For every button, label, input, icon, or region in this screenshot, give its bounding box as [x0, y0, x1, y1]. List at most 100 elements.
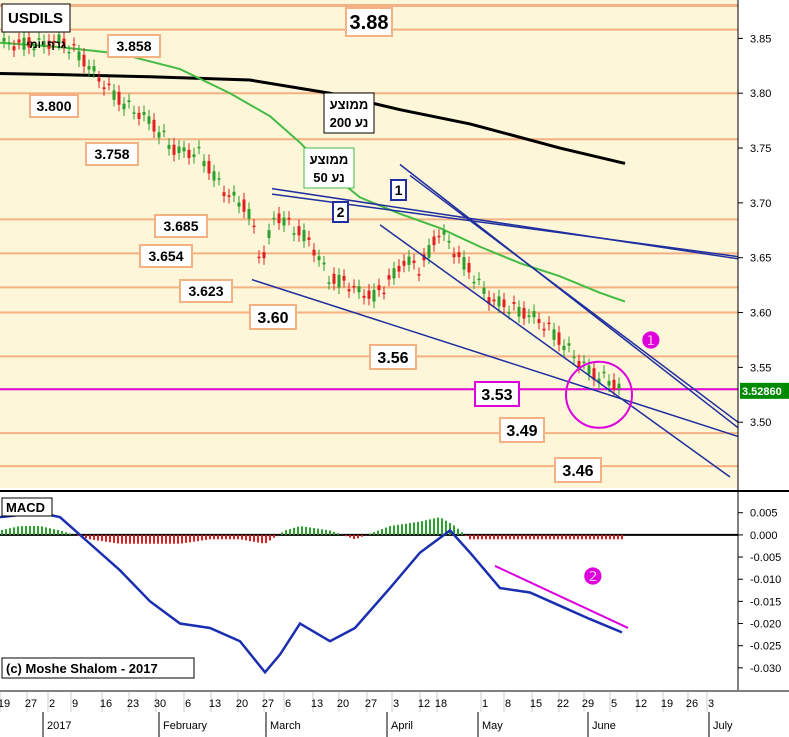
candle-body — [392, 268, 396, 279]
level-label: 3.88 — [350, 12, 389, 34]
candle-body — [177, 146, 181, 154]
candle-body — [592, 368, 596, 380]
x-month-label: May — [482, 720, 503, 732]
level-label: 3.685 — [163, 218, 198, 234]
candle-body — [337, 274, 341, 288]
candle-body — [252, 225, 256, 228]
x-day-label: 9 — [72, 698, 78, 710]
x-month-label: 2017 — [47, 720, 71, 732]
candle-body — [237, 202, 241, 207]
candle-body — [217, 178, 221, 180]
candle-body — [497, 296, 501, 307]
candle-body — [107, 83, 111, 86]
candle-body — [552, 329, 556, 340]
level-label-box — [107, 34, 161, 58]
x-day-label: 19 — [661, 698, 673, 710]
trendline-1-label-box — [390, 179, 407, 201]
candle-body — [562, 345, 566, 351]
candle-body — [157, 132, 161, 138]
candle-body — [417, 274, 421, 276]
y-tick-label: 3.80 — [750, 88, 771, 100]
x-day-label: 23 — [127, 698, 139, 710]
level-label-box — [474, 381, 520, 407]
candle-body — [37, 38, 41, 40]
candle-body — [52, 40, 56, 43]
trendline-1-label: 1 — [395, 182, 403, 198]
macd-title: MACD — [6, 500, 45, 515]
candle-body — [12, 46, 16, 51]
candle-body — [602, 371, 606, 374]
macd-title-box — [1, 497, 53, 517]
annotation-2: ❷ — [583, 564, 603, 589]
candle-body — [542, 328, 546, 331]
candle-body — [457, 252, 461, 258]
candle-body — [62, 38, 66, 47]
candle-body — [387, 275, 391, 280]
candle-body — [472, 281, 476, 284]
trendline-2-label: 2 — [337, 204, 345, 220]
candle-body — [402, 260, 406, 266]
candle-body — [92, 66, 96, 72]
trendline — [271, 193, 739, 258]
y-tick-label: 3.75 — [750, 143, 771, 155]
candle-body — [162, 130, 166, 133]
trendline — [399, 163, 739, 429]
candle-body — [612, 379, 616, 390]
y-tick-label: 3.70 — [750, 198, 771, 210]
candle-body — [7, 42, 11, 44]
candle-body — [372, 289, 376, 302]
candle-body — [222, 192, 226, 197]
trendline — [379, 224, 731, 478]
x-day-label: 12 — [418, 698, 430, 710]
macd-y-tick-label: -0.030 — [750, 663, 781, 675]
candle-body — [27, 37, 31, 48]
divergence-line — [494, 565, 629, 629]
candle-body — [227, 195, 231, 197]
y-axis-ticks: 3.85 3.80 3.75 3.70 3.65 3.60 3.55 3.50 0.005 0.0… — [738, 33, 789, 675]
level-label-box — [345, 7, 393, 37]
candle-body — [142, 112, 146, 115]
candle-body — [347, 289, 351, 292]
candle-body — [582, 361, 586, 364]
candle-body — [97, 77, 101, 82]
level-label-box — [154, 214, 208, 238]
y-tick-label: 3.50 — [750, 417, 771, 429]
level-label: 3.53 — [481, 387, 512, 404]
x-day-label: 27 — [262, 698, 274, 710]
candle-body — [262, 252, 266, 259]
candle-body — [192, 154, 196, 158]
candle-body — [522, 307, 526, 319]
candle-body — [277, 213, 281, 224]
x-day-label: 15 — [530, 698, 542, 710]
candle-body — [152, 119, 156, 132]
level-label: 3.46 — [562, 463, 593, 480]
x-day-label: 20 — [236, 698, 248, 710]
macd-y-tick-label: -0.005 — [750, 552, 781, 564]
x-month-label: April — [391, 720, 413, 732]
overlay-labels: 3.88 3.858 3.800 3.758 3.685 3.654 3.623 3.60 3.… — [1, 3, 661, 679]
candle-body — [572, 356, 576, 359]
candle-body — [357, 286, 361, 293]
candle-body — [577, 361, 581, 367]
x-day-label: 13 — [311, 698, 323, 710]
candle-body — [212, 171, 216, 181]
copyright-text: (c) Moshe Shalom - 2017 — [6, 661, 158, 676]
candle-body — [547, 322, 551, 325]
ma200-label-line1: ממוצע — [330, 97, 369, 112]
candle-body — [197, 146, 201, 149]
candle-body — [242, 199, 246, 212]
candle-body — [147, 116, 151, 124]
candle-body — [362, 295, 366, 298]
candle-body — [437, 235, 441, 238]
candle-body — [32, 48, 36, 51]
candle-body — [332, 273, 336, 284]
candle-body — [22, 37, 26, 50]
x-day-label: 3 — [708, 698, 714, 710]
candle-body — [47, 40, 51, 49]
x-day-label: 6 — [285, 698, 291, 710]
candle-body — [607, 380, 611, 386]
candle-body — [282, 217, 286, 226]
level-label: 3.858 — [116, 38, 151, 54]
candle-body — [132, 112, 136, 114]
